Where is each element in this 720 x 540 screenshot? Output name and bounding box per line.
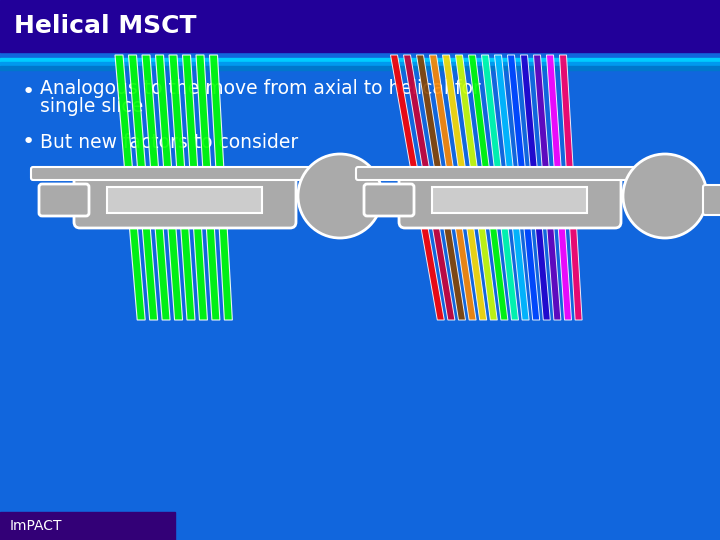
FancyBboxPatch shape <box>378 185 412 215</box>
Polygon shape <box>482 55 518 320</box>
Polygon shape <box>521 55 550 320</box>
Bar <box>432 187 587 213</box>
Polygon shape <box>142 55 170 320</box>
Text: •: • <box>22 132 35 152</box>
FancyBboxPatch shape <box>364 184 414 216</box>
Polygon shape <box>128 55 158 320</box>
FancyBboxPatch shape <box>703 185 720 215</box>
Text: Helical MSCT: Helical MSCT <box>14 14 197 38</box>
Polygon shape <box>456 55 498 320</box>
Polygon shape <box>156 55 183 320</box>
Polygon shape <box>169 55 195 320</box>
Bar <box>0 58 720 62</box>
Text: Analogous to the move from axial to helical for: Analogous to the move from axial to heli… <box>40 78 481 98</box>
FancyBboxPatch shape <box>356 167 665 180</box>
Bar <box>0 66 720 70</box>
FancyBboxPatch shape <box>31 167 340 180</box>
Polygon shape <box>508 55 540 320</box>
Polygon shape <box>546 55 572 320</box>
FancyBboxPatch shape <box>399 172 621 228</box>
Polygon shape <box>390 55 444 320</box>
Bar <box>0 512 175 540</box>
Polygon shape <box>403 55 455 320</box>
Polygon shape <box>495 55 529 320</box>
Circle shape <box>298 154 382 238</box>
Text: But new factors to consider: But new factors to consider <box>40 132 298 152</box>
Polygon shape <box>182 55 207 320</box>
Circle shape <box>623 154 707 238</box>
Bar <box>0 62 720 66</box>
Text: ImPACT: ImPACT <box>10 519 63 533</box>
Polygon shape <box>469 55 508 320</box>
Polygon shape <box>559 55 582 320</box>
Polygon shape <box>534 55 561 320</box>
Text: •: • <box>22 82 35 102</box>
Polygon shape <box>196 55 220 320</box>
Polygon shape <box>443 55 487 320</box>
Polygon shape <box>416 55 466 320</box>
Polygon shape <box>210 55 233 320</box>
Text: single slice: single slice <box>40 97 143 116</box>
FancyBboxPatch shape <box>74 172 296 228</box>
FancyBboxPatch shape <box>39 184 89 216</box>
Polygon shape <box>115 55 145 320</box>
Bar <box>107 187 262 213</box>
Polygon shape <box>430 55 476 320</box>
Bar <box>0 0 720 52</box>
